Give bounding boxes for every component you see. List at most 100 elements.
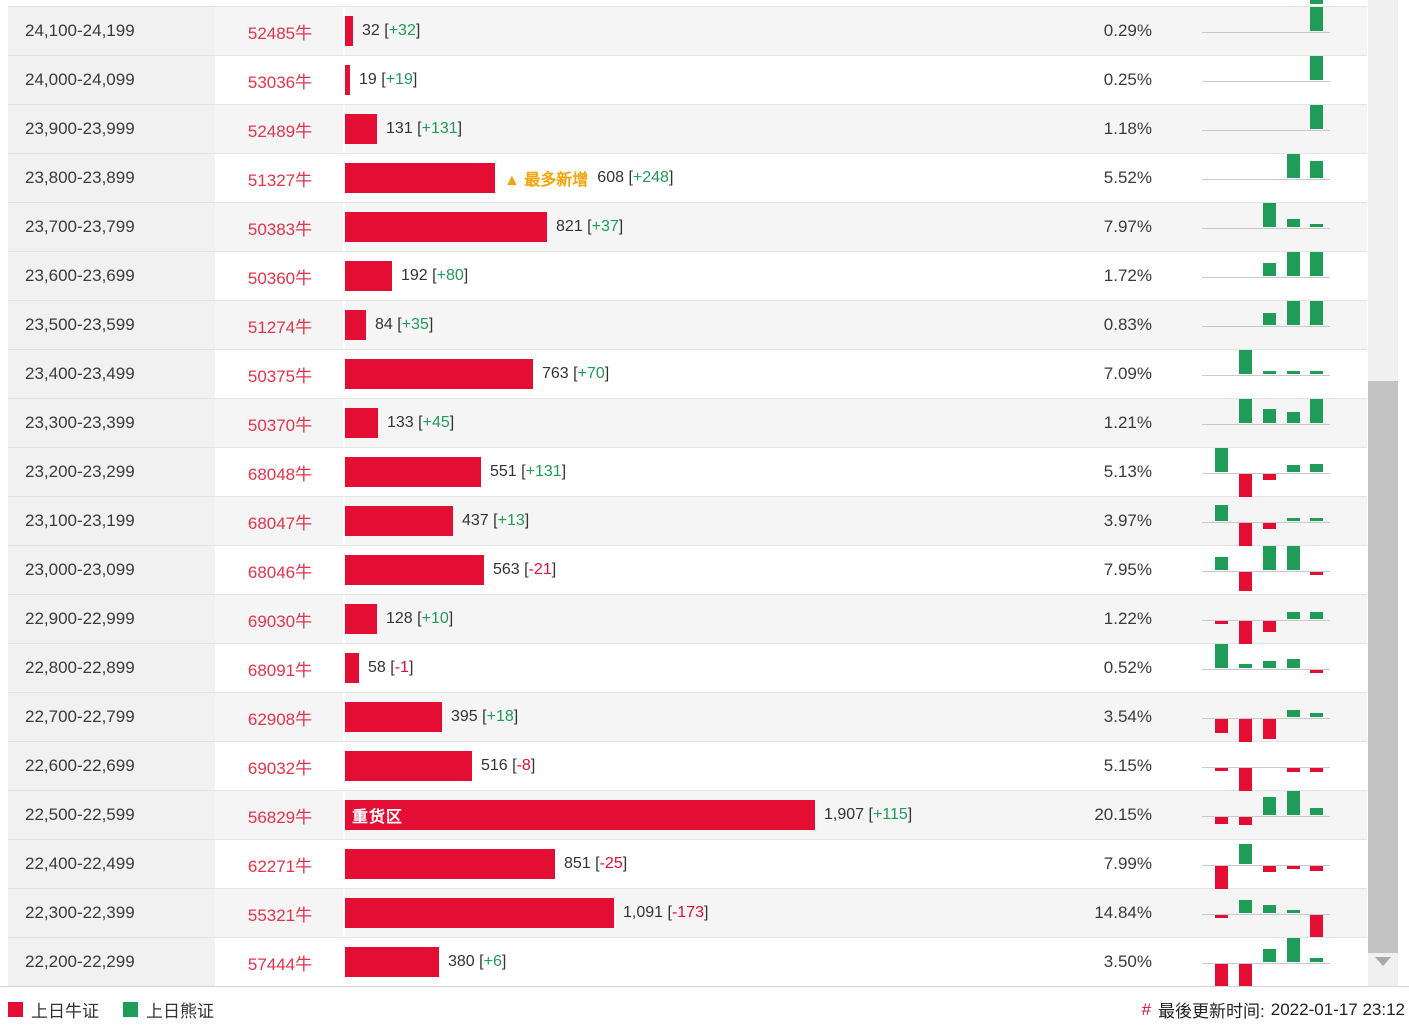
outstanding-value: 128 [+10] [386, 610, 453, 628]
cbbc-code-link[interactable]: 50375牛 [247, 366, 313, 386]
sparkline-baseline [1202, 669, 1330, 670]
outstanding-cell: 821 [+37] [343, 203, 623, 251]
spark-bar [1287, 154, 1300, 178]
spark-bar [1287, 659, 1300, 668]
table-row[interactable]: 23,500-23,599 51274牛 84 [+35] 0.83% [8, 301, 1367, 350]
cbbc-code-link[interactable]: 68048牛 [247, 464, 313, 484]
percent-share: 1.72% [1103, 266, 1152, 285]
sparkline-baseline [1202, 179, 1330, 180]
cbbc-code-link[interactable]: 68091牛 [247, 660, 313, 680]
bracket-close: ] [668, 169, 674, 186]
table-row[interactable]: 23,800-23,899 51327牛 ▲ 最多新增 608 [+248] 5.52% [8, 154, 1367, 203]
table-row[interactable]: 22,200-22,299 57444牛 380 [+6] 3.50% [8, 938, 1367, 987]
cbbc-code-link[interactable]: 68047牛 [247, 513, 313, 533]
value-number: 133 [387, 414, 419, 431]
cbbc-code-link[interactable]: 52489牛 [247, 121, 313, 141]
percent-share: 0.52% [1103, 658, 1152, 677]
outstanding-cell: 131 [+131] [343, 105, 462, 153]
sparkline-baseline [1202, 718, 1330, 719]
spark-bar [1215, 644, 1228, 668]
cbbc-code-link[interactable]: 68046牛 [247, 562, 313, 582]
scrollbar[interactable] [1368, 0, 1398, 986]
table-row[interactable]: 22,300-22,399 55321牛 1,091 [-173] 14.84% [8, 889, 1367, 938]
outstanding-bar [345, 408, 378, 438]
scroll-down-arrow-icon[interactable] [1375, 957, 1391, 966]
cbbc-code-link[interactable]: 50370牛 [247, 415, 313, 435]
cbbc-code-link[interactable]: 51327牛 [247, 170, 313, 190]
outstanding-cell: 380 [+6] [343, 938, 506, 986]
table-row[interactable]: 24,000-24,099 53036牛 19 [+19] 0.25% [8, 56, 1367, 105]
cbbc-code-link[interactable]: 51274牛 [247, 317, 313, 337]
last-update: # 最後更新时间: 2022-01-17 23:12 [1142, 987, 1405, 1032]
bracket-close: ] [457, 120, 463, 137]
change-value: +70 [577, 365, 605, 382]
history-sparkline [1202, 105, 1330, 153]
cbbc-code-link[interactable]: 62271牛 [247, 856, 313, 876]
history-sparkline [1202, 840, 1330, 890]
cbbc-code-link[interactable]: 57444牛 [247, 954, 313, 974]
table-row[interactable]: 24,100-24,199 52485牛 32 [+32] 0.29% [8, 7, 1367, 56]
cbbc-code-link[interactable]: 52485牛 [247, 23, 313, 43]
value-number: 380 [448, 953, 480, 970]
spark-bar [1310, 915, 1323, 937]
outstanding-bar [345, 555, 484, 585]
value-number: 19 [359, 71, 382, 88]
spark-bar [1287, 791, 1300, 815]
table-row[interactable]: 23,200-23,299 68048牛 551 [+131] 5.13% [8, 448, 1367, 497]
table-row[interactable]: 22,900-22,999 69030牛 128 [+10] 1.22% [8, 595, 1367, 645]
table-row[interactable]: 23,300-23,399 50370牛 133 [+45] 1.21% [8, 399, 1367, 448]
outstanding-bar [345, 212, 547, 242]
sparkline-baseline [1202, 326, 1330, 327]
cbbc-code-link[interactable]: 53036牛 [247, 72, 313, 92]
cbbc-code-link[interactable]: 50360牛 [247, 268, 313, 288]
table-row[interactable]: 23,900-23,999 52489牛 131 [+131] 1.18% [8, 105, 1367, 154]
table-row[interactable]: 23,000-23,099 68046牛 563 [-21] 7.95% [8, 546, 1367, 595]
spark-bar [1310, 612, 1323, 619]
spark-bar [1287, 252, 1300, 276]
percent-share: 14.84% [1094, 903, 1152, 922]
outstanding-bar [345, 849, 555, 879]
spark-bar [1310, 572, 1323, 575]
table-row[interactable]: 23,600-23,699 50360牛 192 [+80] 1.72% [8, 252, 1367, 301]
bull-legend-swatch [8, 1002, 23, 1017]
table-row[interactable]: 23,400-23,499 50375牛 763 [+70] 7.09% [8, 350, 1367, 399]
cbbc-code-link[interactable]: 55321牛 [247, 905, 313, 925]
table-row[interactable]: 23,100-23,199 68047牛 437 [+13] 3.97% [8, 497, 1367, 547]
scrollbar-thumb[interactable] [1368, 381, 1398, 953]
outstanding-value: 763 [+70] [542, 365, 609, 383]
cbbc-code-link[interactable]: 62908牛 [247, 709, 313, 729]
table-row[interactable]: 22,700-22,799 62908牛 395 [+18] 3.54% [8, 693, 1367, 743]
outstanding-cell: 763 [+70] [343, 350, 609, 398]
table-row[interactable]: 22,500-22,599 56829牛 重货区 1,907 [+115] 20.15% [8, 791, 1367, 840]
spark-bar [1263, 905, 1276, 913]
cbbc-code-link[interactable]: 69030牛 [247, 611, 313, 631]
outstanding-cell: 563 [-21] [343, 546, 556, 594]
bracket-open: [ [397, 316, 402, 333]
spark-bar [1263, 371, 1276, 374]
change-value: +248 [632, 169, 669, 186]
table-row[interactable]: 22,400-22,499 62271牛 851 [-25] 7.99% [8, 840, 1367, 890]
spark-bar [1310, 371, 1323, 374]
cbbc-code-link[interactable]: 69032牛 [247, 758, 313, 778]
outstanding-cell: ▲ 最多新增 608 [+248] [343, 154, 673, 202]
bracket-open: [ [493, 512, 498, 529]
bracket-close: ] [463, 267, 469, 284]
table-row[interactable]: 23,700-23,799 50383牛 821 [+37] 7.97% [8, 203, 1367, 252]
spark-bar [1263, 263, 1276, 276]
cbbc-code-link[interactable]: 56829牛 [247, 807, 313, 827]
percent-share: 3.54% [1103, 707, 1152, 726]
price-range: 23,900-23,999 [8, 105, 215, 153]
spark-bar [1215, 621, 1228, 624]
spark-bar [1287, 710, 1300, 717]
outstanding-bar [345, 114, 377, 144]
table-row[interactable]: 22,600-22,699 69032牛 516 [-8] 5.15% [8, 742, 1367, 792]
bracket-close: ] [703, 904, 709, 921]
spark-bar [1215, 719, 1228, 733]
percent-share: 0.29% [1103, 21, 1152, 40]
cbbc-code-link[interactable]: 50383牛 [247, 219, 313, 239]
spark-bar [1215, 448, 1228, 472]
price-range: 24,100-24,199 [8, 7, 215, 55]
table-row[interactable]: 22,800-22,899 68091牛 58 [-1] 0.52% [8, 644, 1367, 693]
outstanding-value: 58 [-1] [368, 659, 413, 677]
outstanding-value: 608 [+248] [597, 169, 673, 187]
